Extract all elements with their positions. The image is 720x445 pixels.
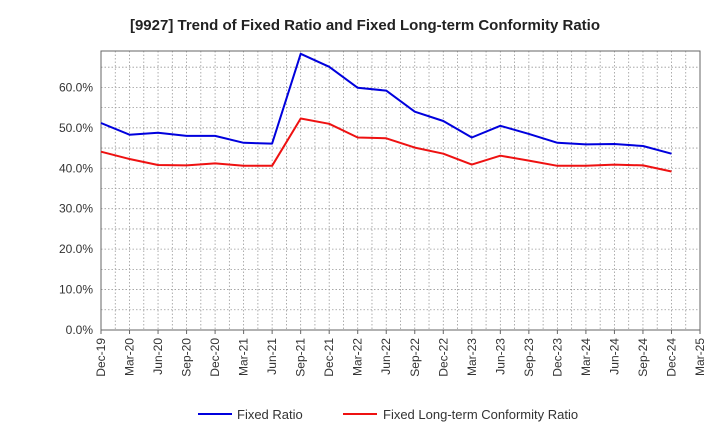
legend: Fixed Ratio Fixed Long-term Conformity Ra… bbox=[198, 407, 578, 422]
plot-frame bbox=[100, 50, 701, 331]
x-tick-label: Jun-23 bbox=[493, 338, 507, 375]
y-tick-label: 30.0% bbox=[59, 202, 93, 216]
x-tick-label: Mar-23 bbox=[465, 338, 479, 376]
x-tick-label: Mar-22 bbox=[351, 338, 365, 376]
x-tick-label: Mar-21 bbox=[237, 338, 251, 376]
x-tick-label: Dec-19 bbox=[94, 338, 108, 377]
y-tick-label: 60.0% bbox=[59, 80, 93, 94]
y-tick-label: 50.0% bbox=[59, 121, 93, 135]
x-tick-label: Sep-21 bbox=[294, 338, 308, 377]
x-tick-label: Dec-24 bbox=[664, 338, 678, 377]
y-tick-label: 40.0% bbox=[59, 161, 93, 175]
x-tick-label: Sep-24 bbox=[636, 338, 650, 377]
legend-label: Fixed Ratio bbox=[237, 407, 303, 422]
y-tick-label: 10.0% bbox=[59, 283, 93, 297]
chart-title: [9927] Trend of Fixed Ratio and Fixed Lo… bbox=[130, 17, 600, 34]
x-tick-label: Jun-21 bbox=[265, 338, 279, 375]
x-tick-label: Sep-22 bbox=[408, 338, 422, 377]
series-line-fixed-long-term-conformity-ratio bbox=[100, 117, 672, 173]
y-tick-label: 20.0% bbox=[59, 242, 93, 256]
plot-background bbox=[101, 51, 700, 330]
series-line-fixed-ratio bbox=[100, 52, 672, 155]
x-tick-label: Sep-23 bbox=[522, 338, 536, 377]
x-tick-label: Dec-23 bbox=[550, 338, 564, 377]
x-tick-label: Mar-20 bbox=[123, 338, 137, 376]
x-tick-label: Mar-25 bbox=[693, 338, 707, 376]
plot-area: 0.0% 10.0% 20.0% 30.0% 40.0% 50.0% 60.0% Dec-19… bbox=[59, 50, 707, 377]
x-tick-label: Jun-20 bbox=[151, 338, 165, 375]
x-tick-label: Dec-20 bbox=[208, 338, 222, 377]
x-tick-label: Jun-22 bbox=[379, 338, 393, 375]
x-tick-label: Dec-21 bbox=[322, 338, 336, 377]
x-tick-label: Sep-20 bbox=[180, 338, 194, 377]
x-tick-label: Jun-24 bbox=[607, 338, 621, 375]
x-tick-label: Mar-24 bbox=[579, 338, 593, 376]
legend-label: Fixed Long-term Conformity Ratio bbox=[383, 407, 578, 422]
x-tick-label: Dec-22 bbox=[436, 338, 450, 377]
y-tick-label: 0.0% bbox=[66, 323, 94, 337]
